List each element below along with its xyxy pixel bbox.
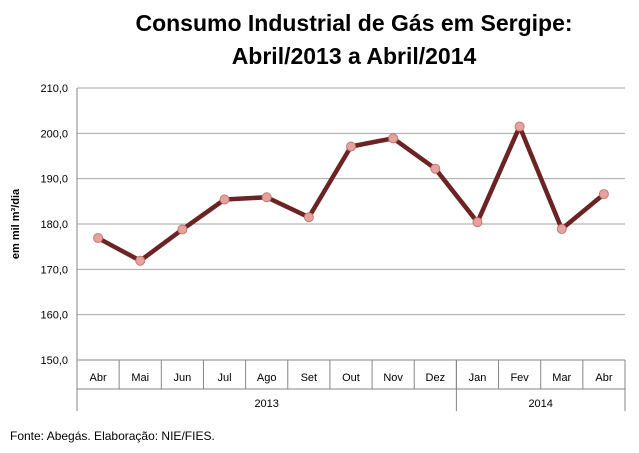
- x-tick-label: Dez: [426, 372, 446, 384]
- year-group-label: 2013: [254, 398, 278, 410]
- y-tick-label: 160,0: [40, 310, 68, 322]
- x-tick-label: Ago: [257, 372, 277, 384]
- y-tick-label: 210,0: [40, 83, 68, 95]
- data-point: [93, 233, 104, 244]
- x-tick-label: Mai: [131, 372, 149, 384]
- x-tick-label: Jul: [218, 372, 232, 384]
- source-note: Fonte: Abegás. Elaboração: NIE/FIES.: [10, 429, 215, 443]
- y-tick-labels: 150,0 160,0 170,0 180,0 190,0 200,0 210,0: [40, 83, 68, 367]
- y-tick-label: 190,0: [40, 174, 68, 186]
- data-point: [430, 163, 441, 174]
- x-tick-label: Nov: [383, 372, 403, 384]
- x-tick-label: Out: [342, 372, 360, 384]
- x-tick-label: Abr: [595, 372, 612, 384]
- data-point: [556, 223, 567, 234]
- data-point: [219, 194, 230, 205]
- x-tick-label: Abr: [90, 372, 107, 384]
- chart-title-line-2: Abril/2013 a Abril/2014: [232, 43, 477, 69]
- x-tick-label: Mar: [552, 372, 571, 384]
- x-tick-label: Fev: [510, 372, 529, 384]
- data-point: [177, 224, 188, 235]
- data-point: [472, 217, 483, 228]
- data-point: [135, 255, 146, 266]
- data-point: [598, 189, 609, 200]
- chart-title-line-1: Consumo Industrial de Gás em Sergipe:: [135, 10, 572, 36]
- y-tick-label: 170,0: [40, 264, 68, 276]
- data-point: [303, 212, 314, 223]
- data-point: [346, 141, 356, 152]
- x-tick-label: Jun: [174, 372, 192, 384]
- x-tick-labels: Abr Mai Jun Jul Ago Set Out Nov Dez Jan Fev Mar Abr 2…: [90, 372, 613, 410]
- axes: [76, 88, 626, 411]
- data-point: [388, 133, 399, 144]
- y-axis-label: em mil m³/dia: [10, 188, 22, 259]
- x-tick-label: Set: [301, 372, 318, 384]
- data-point: [261, 192, 272, 203]
- y-tick-label: 200,0: [40, 128, 68, 140]
- x-tick-label: Jan: [469, 372, 487, 384]
- y-tick-label: 150,0: [40, 355, 68, 367]
- year-group-label: 2014: [528, 398, 552, 410]
- series-layer: [93, 121, 609, 266]
- gridlines: [77, 87, 625, 361]
- y-tick-label: 180,0: [40, 219, 68, 231]
- data-point: [514, 121, 525, 132]
